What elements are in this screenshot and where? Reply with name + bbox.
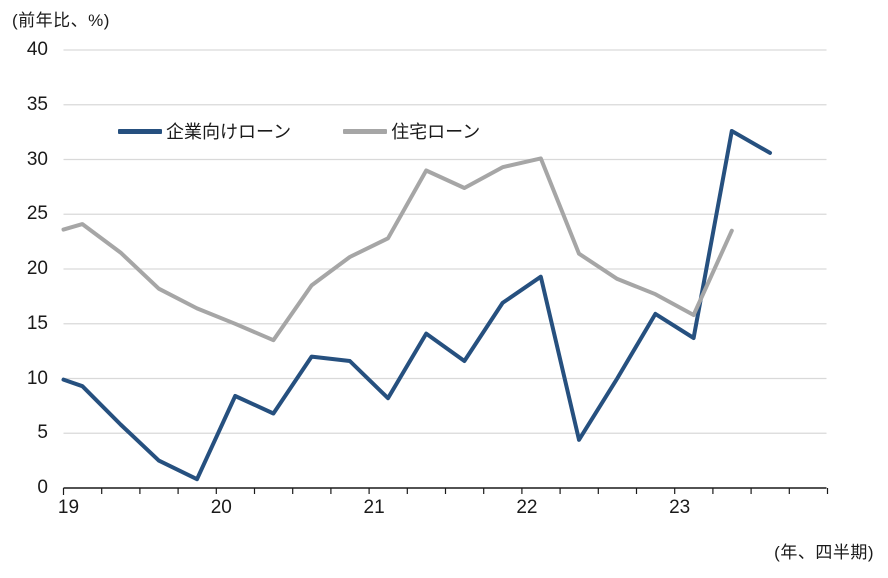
y-axis-label: 20 [26,258,48,279]
y-axis-label: 35 [26,93,48,115]
y-axis-label: 5 [37,422,48,444]
x-axis-label: 19 [57,497,80,518]
corporate-loans-line-swatch-icon [118,128,162,134]
chart-legend: 企業向けローン 住宅ローン [118,118,480,144]
legend-label-housing-loans: 住宅ローン [391,122,481,142]
legend-label-corporate-loans: 企業向けローン [166,122,292,142]
x-axis-label: 23 [669,497,691,518]
series-line-1 [61,156,734,343]
y-axis-unit-label: (前年比、%) [12,11,110,30]
x-axis-label: 21 [363,497,385,518]
y-axis-label: 10 [26,367,48,389]
y-axis-label: 15 [26,312,48,334]
y-axis-label: 40 [26,39,48,60]
legend-entry-housing-loans: 住宅ローン [343,118,480,144]
housing-loans-line-swatch-icon [343,128,388,134]
series-line-0 [61,129,772,482]
y-axis-label: 25 [26,203,48,225]
y-axis-label: 0 [37,477,48,498]
y-axis-label: 30 [26,148,48,170]
legend-entry-corporate-loans: 企業向けローン [118,118,291,144]
x-axis-label: 20 [210,497,232,518]
x-axis-unit-label: (年、四半期) [774,543,874,562]
x-axis-label: 22 [516,497,538,518]
